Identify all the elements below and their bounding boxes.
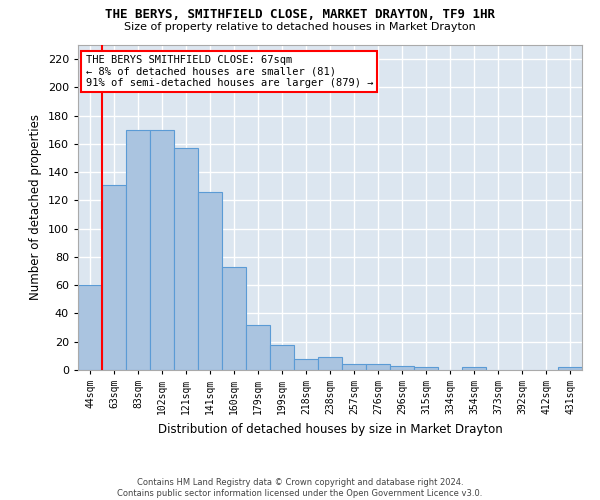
Text: THE BERYS, SMITHFIELD CLOSE, MARKET DRAYTON, TF9 1HR: THE BERYS, SMITHFIELD CLOSE, MARKET DRAY… — [105, 8, 495, 20]
Bar — [390, 366, 414, 370]
Bar — [198, 192, 222, 370]
X-axis label: Distribution of detached houses by size in Market Drayton: Distribution of detached houses by size … — [158, 422, 502, 436]
Text: Size of property relative to detached houses in Market Drayton: Size of property relative to detached ho… — [124, 22, 476, 32]
Text: THE BERYS SMITHFIELD CLOSE: 67sqm
← 8% of detached houses are smaller (81)
91% o: THE BERYS SMITHFIELD CLOSE: 67sqm ← 8% o… — [86, 54, 373, 88]
Bar — [342, 364, 366, 370]
Y-axis label: Number of detached properties: Number of detached properties — [29, 114, 42, 300]
Bar — [78, 285, 102, 370]
Bar — [558, 367, 582, 370]
Bar — [222, 267, 246, 370]
Text: Contains HM Land Registry data © Crown copyright and database right 2024.
Contai: Contains HM Land Registry data © Crown c… — [118, 478, 482, 498]
Bar — [174, 148, 198, 370]
Bar — [246, 325, 270, 370]
Bar — [270, 344, 294, 370]
Bar — [294, 358, 318, 370]
Bar — [366, 364, 390, 370]
Bar — [102, 185, 126, 370]
Bar — [150, 130, 174, 370]
Bar — [318, 358, 342, 370]
Bar — [462, 367, 486, 370]
Bar — [126, 130, 150, 370]
Bar — [414, 367, 438, 370]
